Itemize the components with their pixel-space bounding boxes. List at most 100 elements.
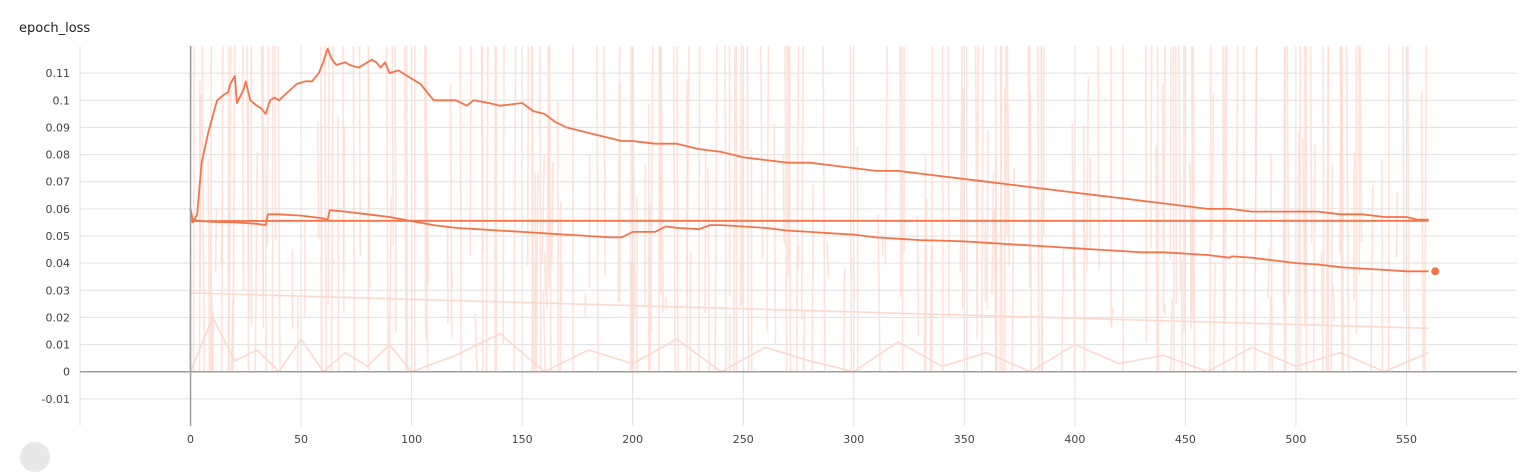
raw-spike (514, 46, 516, 372)
x-tick-label: 100 (401, 433, 422, 446)
expand-button[interactable] (20, 442, 50, 472)
raw-spike (547, 119, 549, 309)
raw-spike (1255, 46, 1256, 272)
raw-spike (844, 268, 845, 372)
raw-spike (1311, 46, 1312, 243)
raw-spike (948, 46, 949, 317)
raw-spike (992, 173, 994, 294)
raw-spike (1030, 94, 1031, 372)
raw-spike (1171, 299, 1172, 371)
raw-spike (275, 46, 276, 240)
raw-spike (542, 155, 544, 264)
raw-spike (545, 252, 546, 298)
raw-spike (343, 46, 344, 313)
raw-spike (1191, 214, 1192, 313)
raw-spike (452, 271, 453, 288)
raw-spike (604, 46, 605, 275)
series-lines (191, 49, 1440, 372)
x-tick-label: 500 (1285, 433, 1306, 446)
raw-spike (486, 46, 487, 372)
raw-spike (926, 199, 927, 372)
raw-spike (976, 46, 978, 319)
raw-spike (1212, 93, 1214, 240)
raw-spike (1331, 165, 1332, 372)
y-tick-label: -0.01 (42, 393, 70, 406)
raw-spike (1012, 168, 1014, 372)
raw-spike (812, 184, 813, 371)
raw-spike (243, 46, 244, 290)
raw-spike (1173, 46, 1174, 372)
raw-spike (387, 46, 389, 372)
x-tick-label: 450 (1175, 433, 1196, 446)
raw-spike (321, 46, 322, 372)
raw-spike (1087, 77, 1088, 272)
raw-spike (503, 46, 504, 344)
raw-spike (460, 46, 461, 372)
raw-spike (202, 46, 204, 372)
raw-spike (1322, 252, 1323, 372)
raw-spike (1157, 46, 1158, 372)
raw-spike (338, 115, 339, 372)
raw-spike (1298, 131, 1299, 372)
x-tick-label: 150 (512, 433, 533, 446)
raw-spike (1382, 160, 1383, 372)
raw-spike (536, 173, 538, 372)
x-tick-label: 300 (843, 433, 864, 446)
raw-spike (747, 46, 748, 372)
raw-spike (1360, 46, 1362, 242)
raw-spike (982, 46, 983, 372)
raw-spike (265, 127, 266, 371)
y-tick-label: 0.06 (46, 203, 71, 216)
raw-spike (917, 215, 918, 336)
raw-spike (1213, 262, 1215, 371)
series-line-1 (191, 49, 1429, 223)
raw-spike (1072, 123, 1073, 280)
raw-spike (1422, 92, 1424, 372)
raw-spike (392, 46, 393, 246)
raw-spike (395, 46, 396, 331)
raw-spike (233, 46, 235, 372)
y-tick-label: 0.05 (46, 230, 71, 243)
raw-spike (405, 46, 406, 372)
raw-spike (902, 46, 903, 372)
raw-spike (960, 46, 962, 273)
raw-spike (827, 242, 828, 276)
raw-spike (1305, 46, 1306, 280)
raw-spike (447, 225, 448, 324)
raw-spike (705, 148, 706, 313)
raw-spike (1269, 297, 1270, 372)
raw-spike (674, 46, 675, 372)
raw-spike (1323, 46, 1324, 324)
raw-spike (1314, 145, 1315, 372)
x-tick-label: 50 (294, 433, 308, 446)
raw-spike (325, 46, 326, 372)
raw-spike (1156, 146, 1157, 372)
raw-spike (1408, 46, 1409, 372)
raw-spike (1006, 46, 1007, 236)
raw-spike (802, 46, 804, 320)
y-tick-label: 0 (63, 366, 70, 379)
raw-spike (194, 46, 195, 372)
raw-spike (774, 125, 775, 344)
y-tick-label: 0.11 (46, 67, 71, 80)
x-tick-label: 250 (733, 433, 754, 446)
raw-spike (1347, 46, 1349, 372)
raw-spike (725, 46, 726, 372)
raw-spike (1287, 46, 1288, 294)
line-chart: -0.0100.010.020.030.040.050.060.070.080.… (0, 0, 1534, 454)
raw-spike (1371, 186, 1373, 372)
raw-spike (823, 46, 825, 372)
raw-spike (708, 168, 709, 372)
raw-spike (1182, 260, 1183, 372)
raw-spike (597, 46, 598, 372)
raw-spike (1193, 46, 1194, 372)
series-line-4 (191, 293, 1429, 328)
series-line-2 (191, 209, 1429, 271)
raw-spike (885, 46, 887, 264)
raw-spike (1098, 46, 1099, 270)
raw-spike (216, 208, 217, 273)
raw-spike (804, 311, 805, 372)
x-tick-label: 400 (1064, 433, 1085, 446)
raw-spike (328, 46, 329, 305)
raw-spike (1397, 191, 1398, 258)
